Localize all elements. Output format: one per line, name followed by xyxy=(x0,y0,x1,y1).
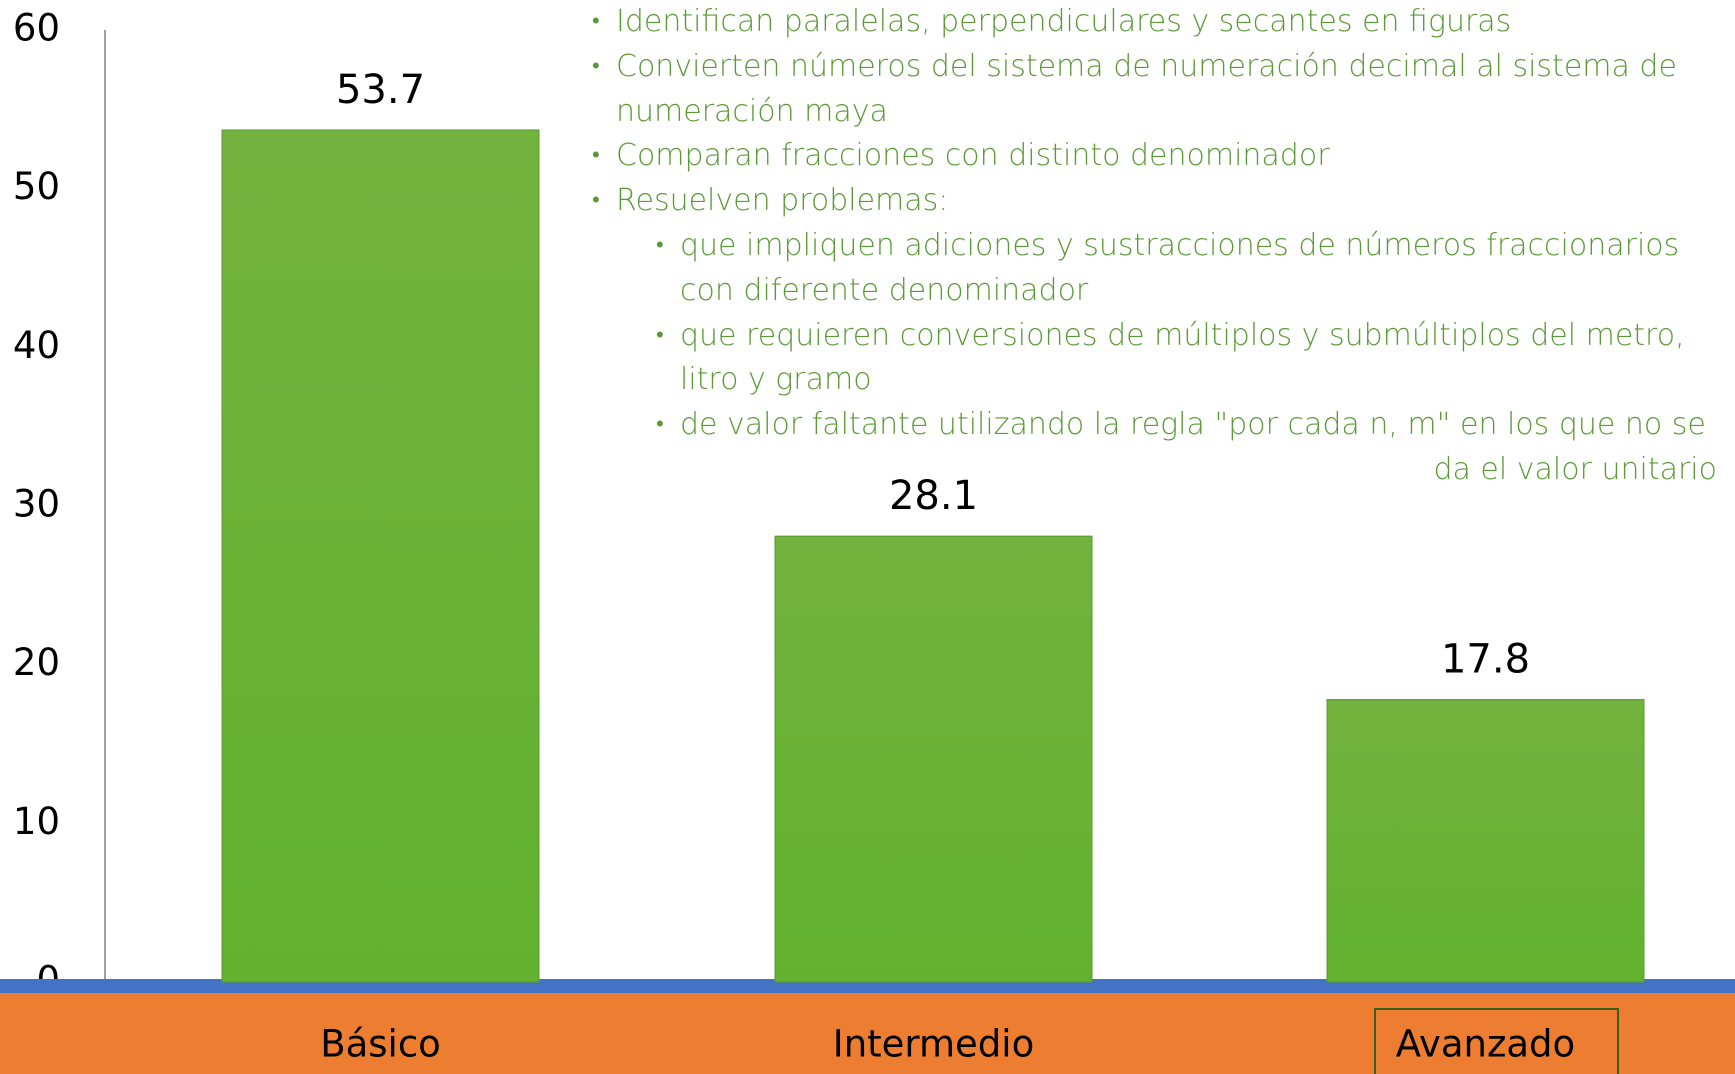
x-tick-label: Avanzado xyxy=(1396,1023,1575,1066)
sub-list: que impliquen adiciones y sustracciones … xyxy=(616,224,1717,493)
bullet-text: Identifican paralelas, perpendiculares y… xyxy=(616,4,1512,39)
y-tick-label: 60 xyxy=(13,7,60,50)
data-label: 53.7 xyxy=(336,67,425,113)
annotation: Identifican paralelas, perpendiculares y… xyxy=(592,0,1717,493)
bullet-item: Identifican paralelas, perpendiculares y… xyxy=(592,0,1717,45)
sub-item: que requieren conversiones de múltiplos … xyxy=(656,314,1717,404)
bullet-item: Convierten números del sistema de numera… xyxy=(592,45,1717,135)
data-label: 17.8 xyxy=(1441,637,1530,683)
bar xyxy=(774,535,1093,983)
bullet-text: Resuelven problemas: xyxy=(616,183,949,219)
y-tick-label: 50 xyxy=(13,165,60,208)
bar xyxy=(1326,699,1645,983)
y-tick-label: 30 xyxy=(13,483,60,526)
sub-item: de valor faltante utilizando la regla "p… xyxy=(656,403,1717,493)
bullet-text: Comparan fracciones con distinto denomin… xyxy=(616,138,1330,174)
sub-item: que impliquen adiciones y sustracciones … xyxy=(656,224,1717,314)
y-tick-label: 20 xyxy=(13,641,60,684)
bullet-item: Comparan fracciones con distinto denomin… xyxy=(592,134,1717,179)
bullet-list: Identifican paralelas, perpendiculares y… xyxy=(592,0,1717,493)
category-band xyxy=(0,993,1735,1074)
x-axis xyxy=(0,979,1735,993)
bullet-text: Convierten números del sistema de numera… xyxy=(616,48,1677,129)
x-tick-label: Intermedio xyxy=(833,1023,1034,1066)
x-tick-label: Básico xyxy=(320,1023,441,1066)
y-tick-label: 10 xyxy=(13,800,60,843)
bar xyxy=(221,129,540,983)
y-tick-label: 40 xyxy=(13,324,60,367)
category-highlight xyxy=(1374,1008,1619,1074)
bullet-item: Resuelven problemas: que impliquen adicio… xyxy=(592,179,1717,493)
